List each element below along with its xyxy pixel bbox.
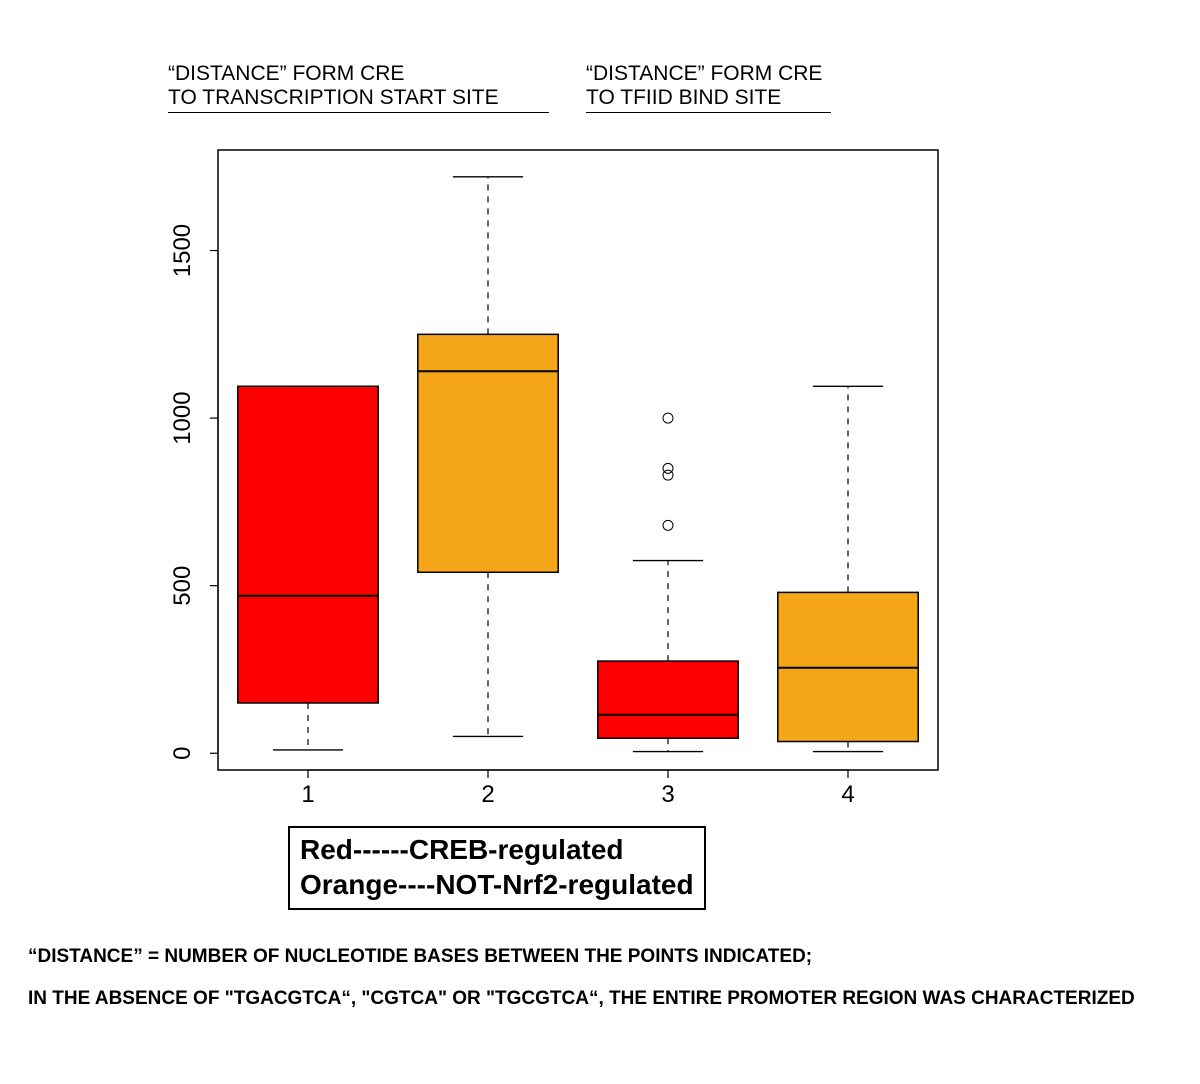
svg-text:1000: 1000 (169, 391, 196, 444)
svg-text:3: 3 (661, 781, 674, 808)
svg-text:1: 1 (301, 781, 314, 808)
footnote-1: “DISTANCE” = NUMBER OF NUCLEOTIDE BASES … (28, 946, 812, 968)
legend-line-2: Orange----NOT-Nrf2-regulated (300, 867, 694, 902)
header-left: “DISTANCE” FORM CRETO TRANSCRIPTION STAR… (168, 62, 549, 113)
page: “DISTANCE” FORM CRETO TRANSCRIPTION STAR… (0, 0, 1200, 1084)
footnote-2: IN THE ABSENCE OF "TGACGTCA“, "CGTCA" OR… (28, 988, 1135, 1010)
legend: Red------CREB-regulated Orange----NOT-Nr… (288, 826, 706, 910)
header-right: “DISTANCE” FORM CRETO TFIID BIND SITE (586, 62, 831, 113)
legend-line-1: Red------CREB-regulated (300, 832, 694, 867)
svg-text:4: 4 (841, 781, 854, 808)
svg-text:2: 2 (481, 781, 494, 808)
svg-text:500: 500 (169, 566, 196, 606)
svg-text:0: 0 (169, 747, 196, 760)
svg-text:1500: 1500 (169, 224, 196, 277)
boxplot-svg: 0 500 1000 1500 1 2 3 4 (146, 142, 948, 826)
boxplot: 0 500 1000 1500 1 2 3 4 (146, 142, 948, 831)
